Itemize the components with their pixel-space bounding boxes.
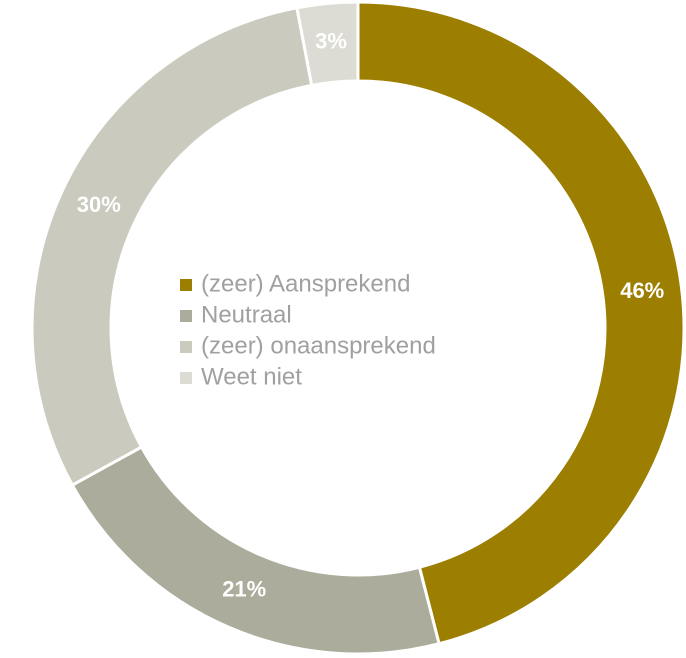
legend-swatch: [180, 310, 192, 322]
donut-segment: [356, 0, 686, 646]
donut-segment: [295, 0, 360, 88]
legend-label: (zeer) Aansprekend: [201, 270, 410, 297]
donut-segment: [30, 6, 314, 488]
data-label: 21%: [222, 577, 266, 602]
legend-swatch: [180, 372, 192, 384]
legend-label: Weet niet: [201, 363, 302, 390]
data-label: 46%: [620, 278, 664, 303]
data-label: 3%: [315, 29, 347, 54]
legend-swatch: [180, 341, 192, 353]
legend-label: Neutraal: [201, 301, 292, 328]
legend-label: (zeer) onaansprekend: [201, 332, 436, 359]
data-label: 30%: [77, 192, 121, 217]
donut-segment: [70, 444, 441, 656]
legend-swatch: [180, 279, 192, 291]
